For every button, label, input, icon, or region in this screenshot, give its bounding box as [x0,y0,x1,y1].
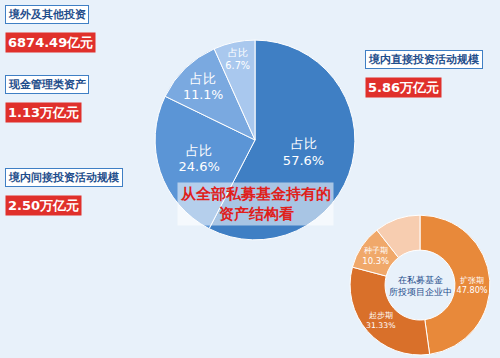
svg-text:扩张期47.80%: 扩张期47.80% [456,275,487,296]
svg-text:2.50万亿元: 2.50万亿元 [8,198,79,213]
svg-text:起步期31.33%: 起步期31.33% [366,311,396,330]
svg-text:占比11.1%: 占比11.1% [183,71,223,102]
svg-text:6874.49亿元: 6874.49亿元 [8,35,93,50]
svg-text:5.86万亿元: 5.86万亿元 [368,80,439,95]
svg-text:1.13万亿元: 1.13万亿元 [8,105,79,120]
svg-text:境外及其他投资: 境外及其他投资 [8,8,86,21]
svg-text:占比24.6%: 占比24.6% [179,143,220,175]
svg-text:境内直接投资活动规模: 境内直接投资活动规模 [368,53,480,66]
svg-text:占比6.7%: 占比6.7% [225,47,250,71]
svg-text:境内间接投资活动规模: 境内间接投资活动规模 [8,171,120,184]
svg-text:种子期10.3%: 种子期10.3% [362,245,389,266]
svg-text:从全部私募基金持有的资产结构看: 从全部私募基金持有的资产结构看 [180,185,331,223]
svg-text:现金管理类资产: 现金管理类资产 [8,78,86,91]
svg-text:在私募基金所投项目企业中: 在私募基金所投项目企业中 [389,275,452,297]
svg-text:占比57.6%: 占比57.6% [283,136,324,168]
